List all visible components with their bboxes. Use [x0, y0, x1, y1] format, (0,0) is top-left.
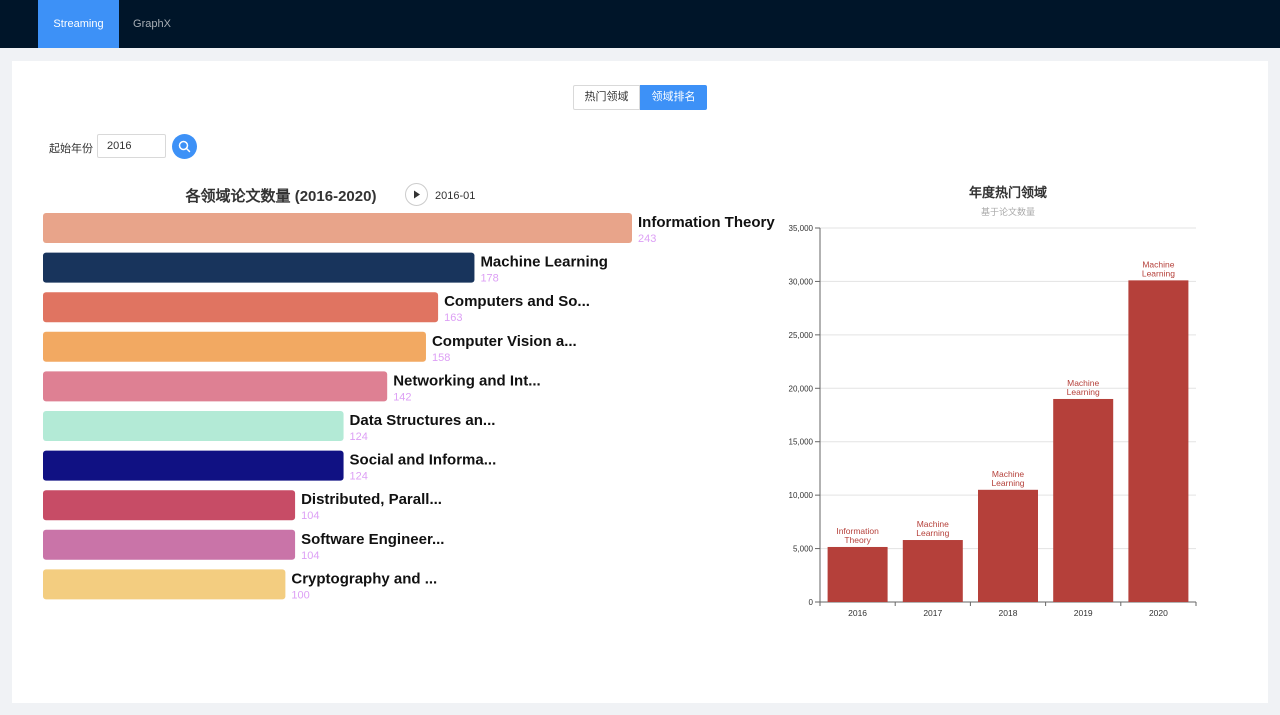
race-bar [43, 252, 475, 283]
x-tick-label: 2016 [848, 608, 867, 618]
race-bar-label: Computers and So... [444, 293, 590, 310]
race-chart-title: 各领域论文数量 (2016-2020) [185, 187, 377, 205]
y-tick-label: 25,000 [789, 331, 814, 340]
x-tick-label: 2018 [999, 608, 1018, 618]
year-bar-label: Machine [917, 519, 949, 529]
tab-hot-fields[interactable]: 热门领域 [573, 85, 640, 110]
play-button[interactable] [405, 183, 428, 206]
race-bar-value: 124 [350, 431, 368, 443]
year-bar-label: Learning [1142, 268, 1175, 278]
y-tick-label: 0 [809, 598, 814, 607]
race-bar-label: Distributed, Parall... [301, 491, 442, 508]
race-bar-label: Software Engineer... [301, 531, 444, 548]
race-bar [43, 569, 286, 600]
year-bar [978, 489, 1038, 602]
y-tick-label: 20,000 [789, 384, 814, 393]
year-bar-label: Machine [1067, 378, 1099, 388]
x-tick-label: 2017 [923, 608, 942, 618]
yearly-chart-subtitle: 基于论文数量 [981, 206, 1035, 217]
y-tick-label: 5,000 [793, 545, 814, 554]
race-bar-label: Social and Informa... [350, 452, 497, 469]
year-bar-label: Learning [991, 478, 1024, 488]
y-tick-label: 15,000 [789, 438, 814, 447]
race-bar-value: 243 [638, 233, 656, 245]
race-bar [43, 490, 296, 521]
race-bar-label: Cryptography and ... [291, 570, 437, 587]
x-tick-label: 2019 [1074, 608, 1093, 618]
start-year-label: 起始年份 [49, 143, 93, 155]
race-bar-label: Machine Learning [480, 254, 608, 271]
y-tick-label: 10,000 [789, 491, 814, 500]
race-bar-label: Networking and Int... [393, 372, 541, 389]
yearly-top-field-chart: 年度热门领域 基于论文数量 0 5,000 10,000 15,000 20,000 25… [789, 185, 1197, 618]
year-bar-label: Learning [916, 528, 949, 538]
race-bar-value: 178 [480, 273, 498, 285]
year-bar [827, 546, 888, 602]
race-bar-value: 104 [301, 510, 319, 522]
race-bar [43, 529, 296, 560]
race-bar [43, 213, 632, 243]
year-bar-label: Theory [844, 535, 871, 545]
nav-tab-streaming[interactable]: Streaming [38, 0, 119, 48]
y-tick-label: 30,000 [789, 277, 814, 286]
race-bar-value: 100 [291, 589, 309, 601]
race-bar [43, 292, 439, 323]
race-bar-value: 158 [432, 352, 450, 364]
year-bar-label: Information [836, 526, 879, 536]
yearly-chart-title: 年度热门领域 [969, 185, 1047, 200]
race-bar-value: 124 [350, 471, 368, 483]
race-bar-label: Computer Vision a... [432, 333, 577, 350]
race-bar-chart: 各领域论文数量 (2016-2020) 2016-01 Information … [43, 183, 775, 601]
race-bar-value: 142 [393, 391, 411, 403]
race-bar-value: 104 [301, 550, 319, 562]
tab-field-ranking[interactable]: 领域排名 [640, 85, 707, 110]
timeline-label: 2016-01 [435, 190, 475, 202]
top-nav: Streaming GraphX [0, 0, 1280, 48]
x-tick-label: 2020 [1149, 608, 1168, 618]
race-bar [43, 411, 344, 441]
race-bar [43, 450, 344, 481]
race-bar [43, 331, 426, 362]
year-bar-label: Machine [992, 469, 1024, 479]
year-bar [902, 540, 963, 602]
year-bar-label: Machine [1142, 259, 1174, 269]
y-tick-label: 35,000 [789, 224, 814, 233]
nav-tab-graphx[interactable]: GraphX [133, 18, 171, 30]
race-bar-label: Information Theory [638, 214, 775, 231]
start-year-input[interactable] [97, 134, 166, 158]
year-bar [1053, 398, 1114, 602]
play-icon [414, 190, 420, 199]
race-bar [43, 371, 388, 402]
year-bar-label: Learning [1067, 387, 1100, 397]
race-bar-value: 163 [444, 312, 462, 324]
search-icon [178, 140, 191, 153]
race-bar-label: Data Structures an... [350, 412, 496, 429]
year-bar [1128, 280, 1189, 602]
search-button[interactable] [172, 134, 197, 159]
